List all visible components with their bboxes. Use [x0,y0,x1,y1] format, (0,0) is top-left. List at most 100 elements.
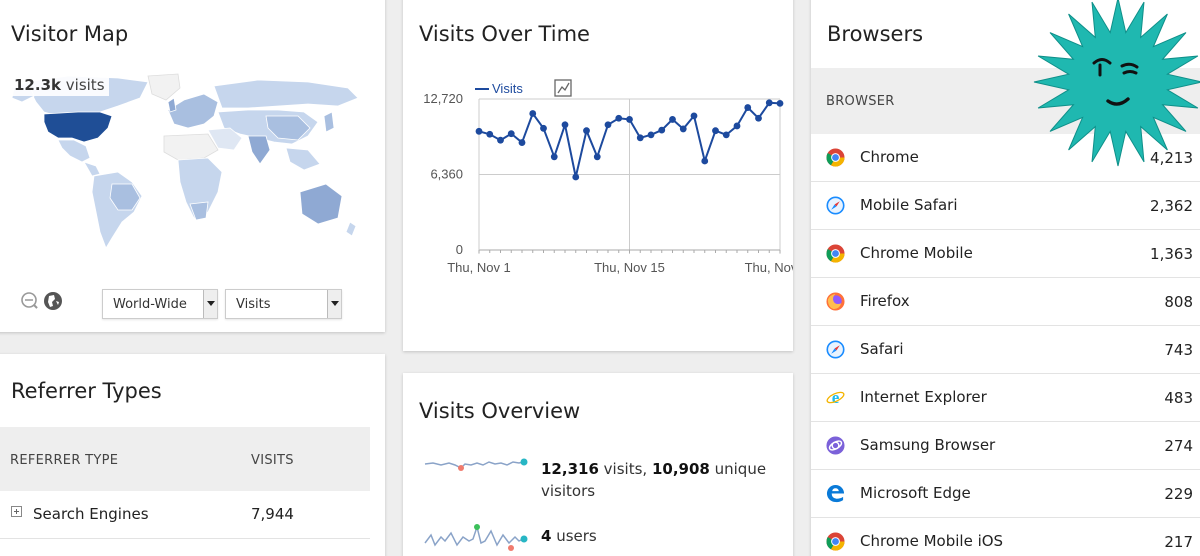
expand-icon[interactable] [11,506,22,517]
browser-label[interactable]: Samsung Browser [860,436,996,454]
browser-visits: 2,362 [1150,197,1193,215]
firefox-icon [826,292,845,311]
data-point[interactable] [518,139,526,146]
data-point[interactable] [615,114,623,122]
browser-visits: 743 [1164,341,1193,359]
browser-label[interactable]: Safari [860,340,904,358]
users-sparkline[interactable] [423,521,531,553]
chevron-down-icon [203,290,217,318]
table-row[interactable]: e Internet Explorer 483 [811,374,1200,422]
map-region-southeast-asia[interactable] [285,147,321,171]
map-tooltip: 12.3k visits [10,74,109,96]
y-tick-label: 6,360 [430,167,463,182]
map-region-mexico[interactable] [57,139,91,163]
data-point[interactable] [647,131,655,139]
column-header-referrer-type[interactable]: REFERRER TYPE [10,453,119,468]
column-header-visits[interactable]: VISITS [251,453,294,468]
world-map[interactable] [8,72,368,252]
column-header-browser[interactable]: BROWSER [826,94,895,109]
map-region-north-africa[interactable] [163,133,219,161]
data-point[interactable] [626,116,633,123]
data-point[interactable] [690,112,698,120]
map-region-australia[interactable] [299,183,343,225]
map-region-japan[interactable] [323,111,335,133]
zoom-out-icon[interactable] [20,291,40,311]
table-row[interactable]: Samsung Browser 274 [811,422,1200,470]
table-row[interactable]: Microsoft Edge 229 [811,470,1200,518]
data-point[interactable] [529,110,537,117]
data-point[interactable] [561,121,569,129]
legend-label-visits[interactable]: Visits [492,81,523,96]
chrome-mobile-icon [826,244,845,263]
data-point[interactable] [722,131,730,139]
data-point[interactable] [755,114,762,122]
data-point[interactable] [540,124,547,132]
table-row[interactable]: Mobile Safari 2,362 [811,182,1200,230]
map-region-south-america[interactable] [91,171,143,249]
data-point[interactable] [486,130,494,138]
data-point[interactable] [636,134,644,142]
users-count-label: users [556,527,597,545]
referrer-label[interactable]: Search Engines [33,505,149,523]
map-region-china[interactable] [265,115,311,141]
visits-overview-title: Visits Overview [419,399,581,423]
browser-label[interactable]: Chrome Mobile [860,244,973,262]
map-region-uk[interactable] [167,97,177,113]
visits-line-chart[interactable]: 0 6,360 12,720 Thu, Nov 1 Thu, Nov 15 Thu, No… [403,0,793,351]
map-region-middle-east[interactable] [207,127,243,151]
map-region-brazil[interactable] [109,183,141,211]
globe-icon[interactable] [43,291,63,311]
browser-visits: 229 [1164,485,1193,503]
data-point[interactable] [701,157,709,165]
map-region-europe[interactable] [167,93,219,129]
map-region-south-africa[interactable] [189,201,209,221]
data-point[interactable] [572,173,580,181]
visitor-map-title: Visitor Map [11,22,129,46]
table-row[interactable]: Chrome 4,213 [811,134,1200,182]
data-point[interactable] [658,126,666,134]
browser-label[interactable]: Microsoft Edge [860,484,971,502]
y-tick-label: 12,720 [423,91,463,106]
browser-label[interactable]: Internet Explorer [860,388,987,406]
table-row[interactable]: Search Engines 7,944 [0,491,370,539]
data-point[interactable] [497,136,504,144]
map-region-usa[interactable] [43,111,113,143]
region-select[interactable]: World-Wide [102,289,218,319]
browser-label[interactable]: Chrome Mobile iOS [860,532,1004,550]
browsers-widget: Browsers BROWSER Chrome 4,213 Mobile Safar… [811,0,1200,556]
data-point[interactable] [475,127,483,135]
metric-select[interactable]: Visits [225,289,342,319]
chart-type-icon[interactable] [554,79,572,97]
map-region-greenland[interactable] [147,73,181,101]
map-region-new-zealand[interactable] [345,221,357,237]
data-point[interactable] [507,130,515,138]
table-row[interactable]: Firefox 808 [811,278,1200,326]
unique-visitors-count: 10,908 [651,460,710,478]
browser-label[interactable]: Firefox [860,292,910,310]
data-point[interactable] [712,127,719,135]
data-point[interactable] [593,153,601,161]
data-point[interactable] [679,125,687,133]
browser-label[interactable]: Chrome [860,148,919,166]
data-point[interactable] [765,99,773,107]
browser-visits: 4,213 [1150,149,1193,167]
browser-label[interactable]: Mobile Safari [860,196,958,214]
visits-sparkline[interactable] [423,451,531,477]
data-point[interactable] [583,127,590,135]
browser-visits: 217 [1164,533,1193,551]
map-region-central-america[interactable] [83,161,101,177]
map-region-russia[interactable] [213,79,359,109]
map-region-africa[interactable] [177,157,223,219]
data-point[interactable] [776,99,784,107]
data-point[interactable] [604,121,612,129]
data-point[interactable] [744,104,752,111]
referrer-table-header: REFERRER TYPE VISITS [0,427,370,491]
table-row[interactable]: Safari 743 [811,326,1200,374]
table-row[interactable]: Chrome Mobile 1,363 [811,230,1200,278]
visits-count: 12,316 [541,460,599,478]
data-point[interactable] [550,153,558,161]
table-row[interactable]: Chrome Mobile iOS 217 [811,518,1200,556]
data-point[interactable] [733,122,741,130]
map-region-india[interactable] [247,135,271,165]
data-point[interactable] [669,116,676,123]
